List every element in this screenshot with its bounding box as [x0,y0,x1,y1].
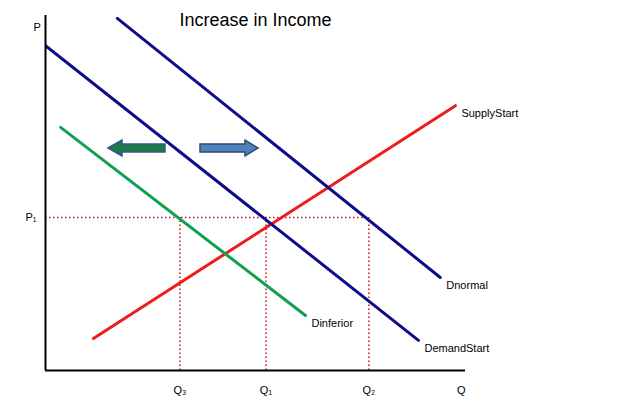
svg-text:DemandStart: DemandStart [424,342,489,354]
svg-text:Dinferior: Dinferior [311,317,353,329]
svg-text:Q: Q [457,384,466,396]
svg-text:Q₃: Q₃ [173,384,186,396]
svg-text:P₁: P₁ [25,211,36,223]
svg-text:Q₁: Q₁ [260,384,273,396]
svg-text:SupplyStart: SupplyStart [461,107,518,119]
svg-text:P: P [34,21,41,33]
svg-text:Q₂: Q₂ [362,384,375,396]
svg-text:Increase in Income: Increase in Income [179,10,331,30]
svg-text:Dnormal: Dnormal [446,279,488,291]
